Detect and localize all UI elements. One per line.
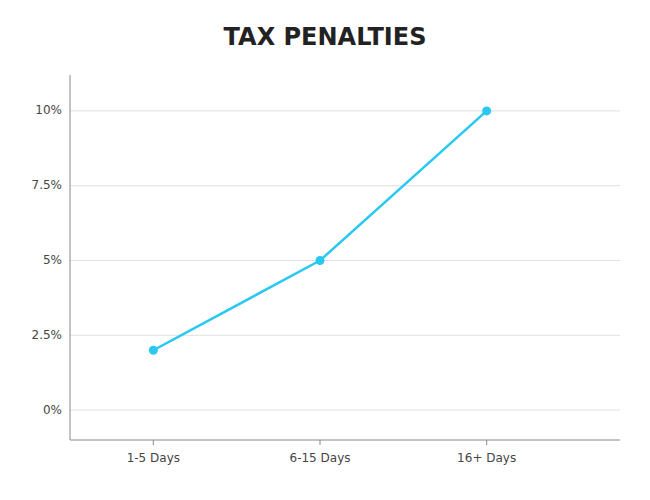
- x-axis-line: [70, 440, 620, 441]
- grid-line: [70, 410, 620, 411]
- chart: TAX PENALTIES 0% 2.5% 5% 7.5% 10% 1-5 Days 6-15…: [0, 0, 650, 500]
- chart-container: TAX PENALTIES 0% 2.5% 5% 7.5% 10% 1-5 Days 6-15…: [0, 0, 650, 500]
- x-tick-label: 6-15 Days: [290, 451, 351, 465]
- title: TAX PENALTIES: [224, 23, 427, 51]
- grid-line: [70, 185, 620, 186]
- x-tick-label: 16+ Days: [457, 451, 516, 465]
- y-tick-label: 5%: [43, 253, 62, 267]
- grid-line: [70, 335, 620, 336]
- point: [316, 256, 325, 265]
- point: [149, 346, 158, 355]
- y-tick-label: 0%: [43, 403, 62, 417]
- y-axis-line: [70, 75, 71, 440]
- y-tick-label: 7.5%: [32, 178, 63, 192]
- x-tick: [320, 440, 321, 445]
- x-tick: [486, 440, 487, 445]
- grid-line: [70, 260, 620, 261]
- grid-line: [70, 110, 620, 111]
- plot-area: [149, 106, 491, 354]
- x-tick: [153, 440, 154, 445]
- y-tick-label: 10%: [35, 103, 62, 117]
- line: [153, 111, 486, 350]
- point: [482, 106, 491, 115]
- y-grid: [70, 111, 620, 410]
- x-tick-label: 1-5 Days: [127, 451, 180, 465]
- y-tick-label: 2.5%: [32, 328, 63, 342]
